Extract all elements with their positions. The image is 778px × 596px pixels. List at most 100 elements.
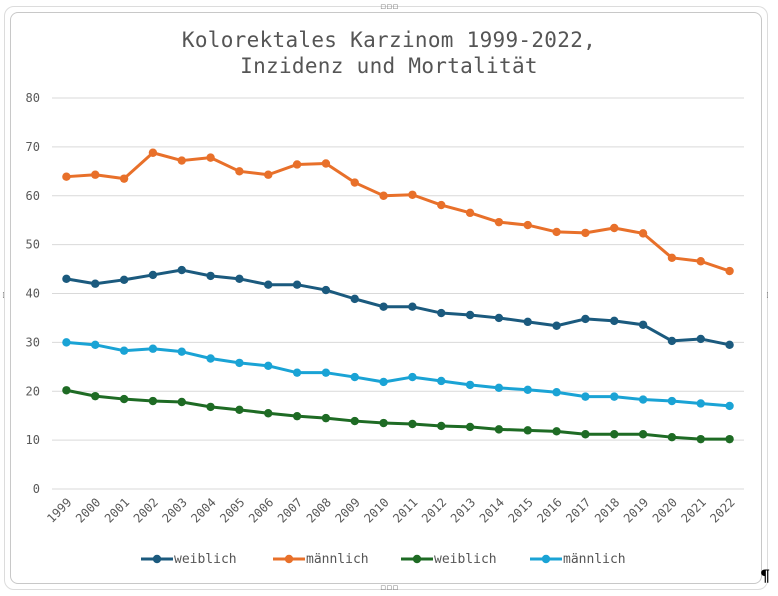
data-point bbox=[610, 392, 619, 401]
data-point bbox=[610, 316, 619, 326]
data-point bbox=[667, 336, 677, 346]
data-point bbox=[379, 377, 388, 387]
data-point bbox=[264, 409, 273, 418]
x-tick-label: 2000 bbox=[73, 495, 103, 525]
data-point bbox=[235, 358, 244, 368]
data-point bbox=[292, 280, 302, 289]
data-point bbox=[638, 395, 648, 404]
data-point bbox=[523, 426, 532, 435]
data-point bbox=[437, 308, 446, 318]
data-point bbox=[62, 386, 71, 395]
data-point bbox=[206, 354, 215, 363]
x-tick-label: 2015 bbox=[506, 495, 536, 525]
resize-handle-left[interactable]: ⁞ bbox=[2, 291, 5, 301]
data-point bbox=[350, 178, 359, 187]
data-point bbox=[119, 346, 129, 355]
data-point bbox=[696, 399, 705, 408]
x-tick-label: 2002 bbox=[131, 495, 161, 525]
data-point bbox=[235, 167, 244, 176]
data-point bbox=[62, 172, 71, 181]
data-point bbox=[667, 396, 677, 406]
data-point bbox=[408, 302, 417, 311]
x-tick-label: 2020 bbox=[650, 495, 680, 525]
data-point bbox=[696, 334, 705, 344]
data-point bbox=[119, 394, 129, 404]
data-point bbox=[292, 160, 302, 169]
chart-legend: weiblich männlich weiblich männlich bbox=[0, 549, 778, 569]
series-line bbox=[66, 340, 730, 408]
legend-label: weiblich bbox=[434, 551, 497, 567]
x-tick-label: 2013 bbox=[448, 495, 478, 525]
data-point bbox=[494, 383, 504, 393]
data-point bbox=[552, 321, 561, 330]
data-point bbox=[494, 217, 504, 227]
legend-swatch bbox=[273, 554, 305, 564]
x-tick-label: 2004 bbox=[188, 495, 218, 525]
data-point bbox=[62, 274, 71, 284]
data-point bbox=[379, 191, 388, 200]
resize-handle-right[interactable]: ⁞ bbox=[766, 291, 769, 301]
x-tick-label: 2008 bbox=[304, 495, 334, 525]
paragraph-mark-icon: ¶ bbox=[760, 566, 771, 585]
x-tick-label: 2018 bbox=[592, 495, 622, 525]
data-point bbox=[350, 372, 359, 382]
data-point bbox=[581, 228, 590, 238]
data-point bbox=[264, 361, 273, 371]
x-tick-label: 2019 bbox=[621, 495, 651, 525]
data-point bbox=[206, 402, 215, 412]
data-point bbox=[91, 279, 100, 288]
y-tick-label: 10 bbox=[26, 433, 40, 447]
data-point bbox=[177, 156, 186, 165]
data-point bbox=[264, 170, 273, 179]
resize-handle-top[interactable]: ▫▫▫ bbox=[380, 2, 399, 12]
chart-subtitle: Inzidenz und Mortalität bbox=[240, 54, 538, 78]
chart-outer-frame bbox=[4, 6, 768, 590]
data-point bbox=[465, 310, 475, 320]
data-point bbox=[725, 340, 734, 350]
series-line bbox=[66, 268, 730, 347]
data-point bbox=[91, 340, 100, 350]
data-point bbox=[292, 368, 302, 377]
data-point bbox=[235, 274, 244, 284]
data-point bbox=[725, 401, 734, 411]
data-point bbox=[91, 391, 100, 401]
data-point bbox=[62, 338, 71, 347]
x-tick-label: 2006 bbox=[246, 495, 276, 525]
legend-item: weiblich bbox=[140, 549, 237, 569]
legend-marker bbox=[152, 554, 162, 564]
data-point bbox=[379, 418, 388, 428]
data-point bbox=[350, 294, 359, 304]
data-point bbox=[148, 344, 158, 353]
data-point bbox=[523, 317, 532, 327]
legend-swatch bbox=[401, 554, 433, 564]
data-point bbox=[581, 392, 590, 401]
y-tick-label: 80 bbox=[26, 91, 40, 105]
data-point bbox=[696, 434, 705, 444]
data-point bbox=[437, 376, 446, 386]
data-point bbox=[321, 159, 331, 168]
data-point bbox=[667, 432, 677, 442]
data-point bbox=[610, 430, 619, 439]
legend-item: männlich bbox=[529, 549, 626, 569]
data-point bbox=[465, 422, 475, 432]
y-tick-label: 60 bbox=[26, 189, 40, 203]
data-point bbox=[321, 285, 331, 295]
data-point bbox=[408, 372, 417, 382]
data-point bbox=[350, 416, 359, 426]
y-tick-label: 40 bbox=[26, 287, 40, 301]
data-point bbox=[177, 397, 186, 407]
x-tick-label: 2003 bbox=[160, 495, 190, 525]
data-point bbox=[264, 280, 273, 289]
y-tick-label: 50 bbox=[26, 238, 40, 252]
data-point bbox=[408, 419, 417, 429]
legend-marker bbox=[284, 554, 294, 564]
data-point bbox=[638, 229, 648, 238]
data-point bbox=[148, 148, 158, 157]
data-point bbox=[437, 421, 446, 431]
resize-handle-bottom[interactable]: ▫▫▫ bbox=[380, 583, 399, 593]
data-point bbox=[206, 153, 215, 162]
x-tick-label: 2012 bbox=[419, 495, 449, 525]
x-tick-label: 2017 bbox=[563, 495, 593, 525]
data-point bbox=[581, 314, 590, 324]
data-point bbox=[465, 380, 475, 390]
